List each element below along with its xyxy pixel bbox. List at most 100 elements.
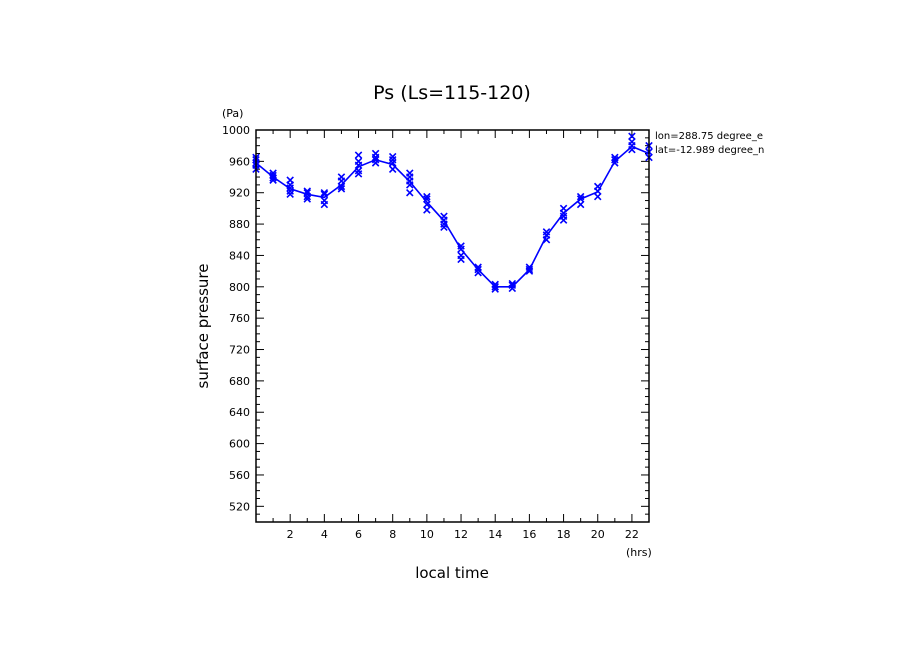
marker-stroke	[508, 281, 517, 289]
pressure-sample-marker	[303, 195, 312, 203]
marker-stroke	[542, 231, 551, 239]
marker-stroke	[440, 223, 448, 231]
pressure-sample-marker	[423, 200, 431, 209]
pressure-sample-marker	[525, 267, 534, 275]
pressure-sample-marker	[269, 176, 277, 184]
marker-stroke	[423, 200, 431, 209]
pressure-sample-marker	[491, 285, 499, 293]
pressure-sample-marker	[337, 182, 346, 191]
x-tick-label: 6	[355, 528, 362, 541]
pressure-sample-marker	[371, 156, 380, 164]
pressure-sample-marker	[269, 174, 277, 182]
mean-pressure-line	[255, 145, 650, 288]
pressure-sample-marker	[320, 188, 329, 197]
y-tick-label: 720	[229, 344, 250, 357]
pressure-sample-marker	[542, 231, 551, 239]
pressure-sample-marker	[593, 192, 602, 201]
marker-stroke	[559, 212, 568, 221]
marker-stroke	[371, 156, 380, 164]
marker-stroke	[388, 152, 397, 161]
marker-stroke	[457, 245, 465, 253]
marker-stroke	[320, 200, 329, 209]
pressure-sample-marker	[525, 265, 534, 274]
y-tick-label: 840	[229, 249, 250, 262]
y-tick-label: 880	[229, 218, 250, 231]
pressure-sample-marker	[406, 188, 414, 197]
y-tick-label: 600	[229, 438, 250, 451]
y-tick-label: 1000	[222, 124, 250, 137]
marker-stroke	[576, 192, 585, 201]
marker-stroke	[337, 185, 346, 193]
pressure-sample-marker	[354, 151, 363, 159]
marker-stroke	[337, 182, 346, 191]
pressure-sample-marker	[628, 132, 636, 141]
pressure-sample-marker	[354, 170, 363, 178]
pressure-sample-marker	[320, 190, 329, 199]
marker-stroke	[611, 156, 619, 164]
marker-stroke	[303, 187, 312, 195]
marker-stroke	[320, 190, 329, 199]
y-tick-label: 760	[229, 312, 250, 325]
marker-stroke	[474, 263, 482, 271]
x-axis-label: local time	[415, 564, 489, 582]
pressure-sample-marker	[303, 187, 312, 195]
marker-stroke	[269, 174, 277, 182]
marker-stroke	[406, 177, 414, 185]
pressure-sample-marker	[628, 141, 636, 150]
marker-stroke	[628, 141, 636, 150]
pressure-sample-marker	[508, 281, 517, 289]
marker-stroke	[286, 176, 294, 184]
x-tick-label: 20	[591, 528, 605, 541]
plot-frame	[255, 129, 650, 523]
pressure-sample-marker	[388, 152, 397, 161]
pressure-sample-marker	[611, 153, 619, 162]
pressure-sample-marker	[303, 188, 312, 197]
pressure-sample-marker	[388, 159, 397, 167]
marker-stroke	[388, 159, 397, 167]
pressure-sample-marker	[576, 192, 585, 201]
marker-stroke	[491, 283, 499, 291]
marker-stroke	[337, 173, 346, 181]
pressure-sample-marker	[457, 245, 465, 253]
y-axis-unit: (Pa)	[222, 107, 243, 120]
x-tick-label: 14	[488, 528, 502, 541]
marker-stroke	[525, 265, 534, 274]
x-tick-label: 12	[454, 528, 468, 541]
marker-stroke	[440, 216, 448, 224]
marker-stroke	[320, 188, 329, 197]
marker-stroke	[576, 200, 585, 209]
pressure-sample-marker	[423, 192, 431, 201]
marker-stroke	[593, 192, 602, 201]
pressure-sample-marker	[440, 223, 448, 231]
marker-stroke	[525, 267, 534, 275]
x-axis-unit: (hrs)	[626, 546, 652, 559]
y-tick-label: 680	[229, 375, 250, 388]
marker-stroke	[371, 149, 380, 158]
marker-stroke	[457, 255, 465, 264]
pressure-sample-marker	[388, 165, 397, 173]
pressure-sample-marker	[576, 200, 585, 209]
x-tick-label: 22	[625, 528, 639, 541]
x-tick-label: 2	[287, 528, 294, 541]
marker-stroke	[354, 161, 363, 170]
pressure-sample-marker	[371, 149, 380, 158]
pressure-sample-marker	[474, 263, 482, 271]
x-tick-label: 8	[389, 528, 396, 541]
marker-stroke	[423, 192, 431, 201]
y-tick-label: 640	[229, 406, 250, 419]
y-tick-label: 800	[229, 281, 250, 294]
pressure-sample-marker	[286, 176, 294, 184]
pressure-sample-marker	[474, 265, 482, 274]
pressure-sample-marker	[559, 212, 568, 221]
x-tick-label: 4	[321, 528, 328, 541]
marker-stroke	[303, 195, 312, 203]
y-tick-label: 960	[229, 155, 250, 168]
pressure-sample-marker	[611, 156, 619, 164]
pressure-sample-marker	[286, 184, 294, 192]
marker-stroke	[303, 188, 312, 197]
x-tick-label: 10	[420, 528, 434, 541]
pressure-sample-marker	[286, 190, 294, 199]
y-tick-label: 920	[229, 187, 250, 200]
marker-stroke	[576, 195, 585, 203]
